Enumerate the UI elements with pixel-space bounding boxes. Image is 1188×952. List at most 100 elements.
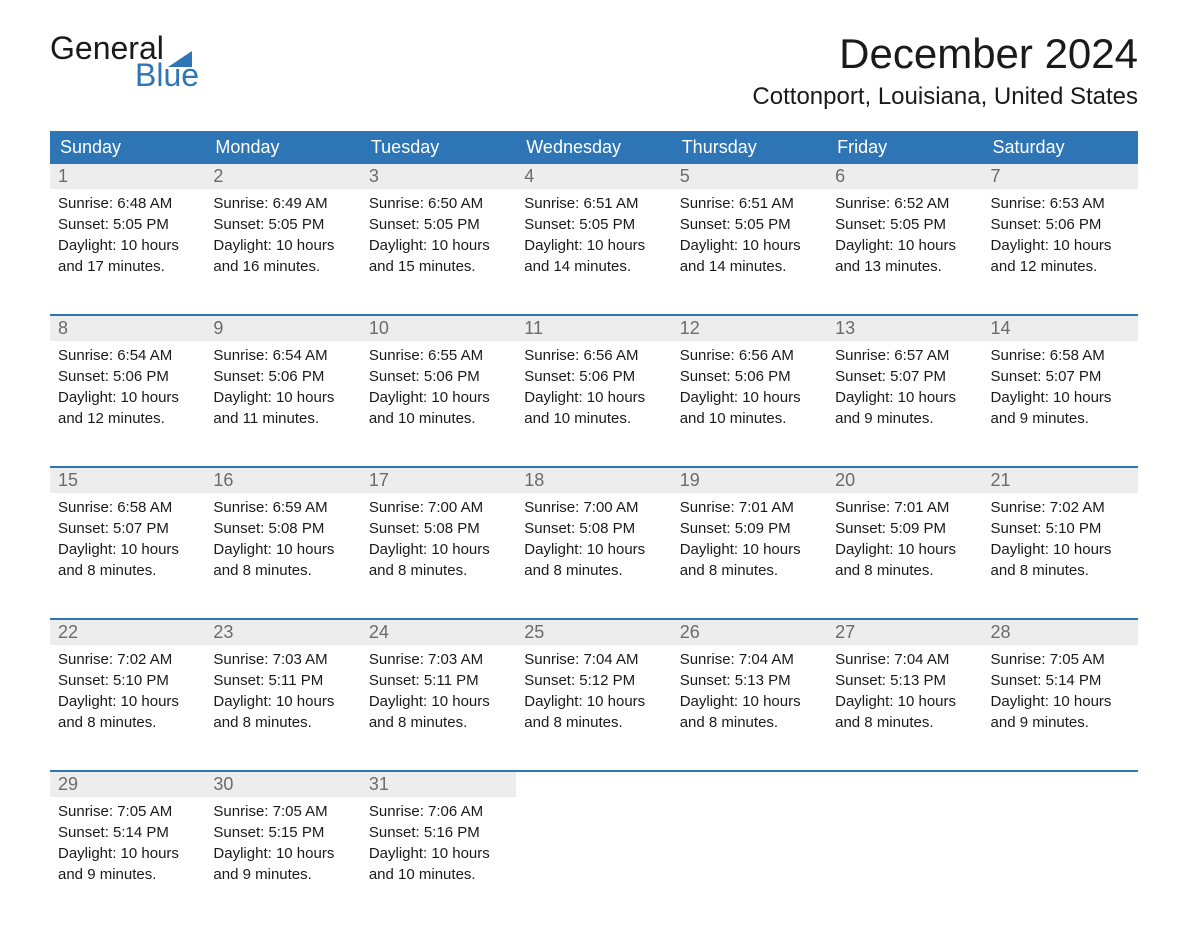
day-cell: 25Sunrise: 7:04 AMSunset: 5:12 PMDayligh… — [516, 620, 671, 740]
sunset-text: Sunset: 5:06 PM — [58, 366, 197, 387]
day-content: Sunrise: 7:00 AMSunset: 5:08 PMDaylight:… — [361, 493, 516, 585]
day-cell: 29Sunrise: 7:05 AMSunset: 5:14 PMDayligh… — [50, 772, 205, 892]
day-cell: 30Sunrise: 7:05 AMSunset: 5:15 PMDayligh… — [205, 772, 360, 892]
daylight-line1: Daylight: 10 hours — [835, 387, 974, 408]
day-cell: 10Sunrise: 6:55 AMSunset: 5:06 PMDayligh… — [361, 316, 516, 436]
daylight-line1: Daylight: 10 hours — [58, 539, 197, 560]
sunrise-text: Sunrise: 7:01 AM — [835, 497, 974, 518]
sunset-text: Sunset: 5:10 PM — [991, 518, 1130, 539]
sunset-text: Sunset: 5:05 PM — [835, 214, 974, 235]
daylight-line1: Daylight: 10 hours — [835, 235, 974, 256]
sunrise-text: Sunrise: 6:52 AM — [835, 193, 974, 214]
sunset-text: Sunset: 5:05 PM — [524, 214, 663, 235]
day-cell: 12Sunrise: 6:56 AMSunset: 5:06 PMDayligh… — [672, 316, 827, 436]
day-cell: 15Sunrise: 6:58 AMSunset: 5:07 PMDayligh… — [50, 468, 205, 588]
daylight-line2: and 17 minutes. — [58, 256, 197, 277]
day-cell: 20Sunrise: 7:01 AMSunset: 5:09 PMDayligh… — [827, 468, 982, 588]
day-cell: 27Sunrise: 7:04 AMSunset: 5:13 PMDayligh… — [827, 620, 982, 740]
day-cell: 8Sunrise: 6:54 AMSunset: 5:06 PMDaylight… — [50, 316, 205, 436]
daylight-line1: Daylight: 10 hours — [369, 539, 508, 560]
sunset-text: Sunset: 5:06 PM — [524, 366, 663, 387]
sunset-text: Sunset: 5:07 PM — [58, 518, 197, 539]
week-row: 15Sunrise: 6:58 AMSunset: 5:07 PMDayligh… — [50, 466, 1138, 588]
sunset-text: Sunset: 5:11 PM — [369, 670, 508, 691]
day-number: 4 — [516, 164, 671, 189]
empty-day-cell — [827, 772, 982, 892]
day-content: Sunrise: 6:55 AMSunset: 5:06 PMDaylight:… — [361, 341, 516, 433]
day-content: Sunrise: 7:04 AMSunset: 5:13 PMDaylight:… — [672, 645, 827, 737]
day-content: Sunrise: 7:04 AMSunset: 5:13 PMDaylight:… — [827, 645, 982, 737]
daylight-line2: and 13 minutes. — [835, 256, 974, 277]
day-content: Sunrise: 6:54 AMSunset: 5:06 PMDaylight:… — [50, 341, 205, 433]
day-number: 26 — [672, 620, 827, 645]
day-cell: 3Sunrise: 6:50 AMSunset: 5:05 PMDaylight… — [361, 164, 516, 284]
sunrise-text: Sunrise: 6:55 AM — [369, 345, 508, 366]
day-cell: 31Sunrise: 7:06 AMSunset: 5:16 PMDayligh… — [361, 772, 516, 892]
daylight-line2: and 8 minutes. — [835, 560, 974, 581]
logo: General Blue — [50, 30, 199, 94]
daylight-line1: Daylight: 10 hours — [991, 235, 1130, 256]
day-number: 18 — [516, 468, 671, 493]
day-content: Sunrise: 7:01 AMSunset: 5:09 PMDaylight:… — [827, 493, 982, 585]
day-content: Sunrise: 7:05 AMSunset: 5:14 PMDaylight:… — [983, 645, 1138, 737]
day-number: 8 — [50, 316, 205, 341]
sunrise-text: Sunrise: 6:57 AM — [835, 345, 974, 366]
sunset-text: Sunset: 5:15 PM — [213, 822, 352, 843]
daylight-line2: and 8 minutes. — [835, 712, 974, 733]
daylight-line1: Daylight: 10 hours — [58, 387, 197, 408]
day-cell: 26Sunrise: 7:04 AMSunset: 5:13 PMDayligh… — [672, 620, 827, 740]
daylight-line2: and 10 minutes. — [680, 408, 819, 429]
sunrise-text: Sunrise: 7:03 AM — [213, 649, 352, 670]
day-cell: 17Sunrise: 7:00 AMSunset: 5:08 PMDayligh… — [361, 468, 516, 588]
sunrise-text: Sunrise: 6:49 AM — [213, 193, 352, 214]
daylight-line2: and 8 minutes. — [58, 560, 197, 581]
sunset-text: Sunset: 5:09 PM — [680, 518, 819, 539]
day-cell: 23Sunrise: 7:03 AMSunset: 5:11 PMDayligh… — [205, 620, 360, 740]
daylight-line1: Daylight: 10 hours — [369, 843, 508, 864]
empty-day-cell — [983, 772, 1138, 892]
day-cell: 5Sunrise: 6:51 AMSunset: 5:05 PMDaylight… — [672, 164, 827, 284]
day-header-row: Sunday Monday Tuesday Wednesday Thursday… — [50, 131, 1138, 164]
sunset-text: Sunset: 5:05 PM — [58, 214, 197, 235]
sunrise-text: Sunrise: 6:54 AM — [213, 345, 352, 366]
daylight-line2: and 9 minutes. — [835, 408, 974, 429]
sunset-text: Sunset: 5:06 PM — [213, 366, 352, 387]
daylight-line1: Daylight: 10 hours — [524, 539, 663, 560]
day-cell: 4Sunrise: 6:51 AMSunset: 5:05 PMDaylight… — [516, 164, 671, 284]
calendar: Sunday Monday Tuesday Wednesday Thursday… — [50, 131, 1138, 892]
day-content: Sunrise: 7:05 AMSunset: 5:14 PMDaylight:… — [50, 797, 205, 889]
daylight-line1: Daylight: 10 hours — [369, 691, 508, 712]
day-cell: 24Sunrise: 7:03 AMSunset: 5:11 PMDayligh… — [361, 620, 516, 740]
daylight-line1: Daylight: 10 hours — [369, 235, 508, 256]
sunset-text: Sunset: 5:07 PM — [835, 366, 974, 387]
daylight-line2: and 12 minutes. — [991, 256, 1130, 277]
sunrise-text: Sunrise: 7:01 AM — [680, 497, 819, 518]
daylight-line1: Daylight: 10 hours — [835, 691, 974, 712]
sunset-text: Sunset: 5:13 PM — [835, 670, 974, 691]
day-number: 19 — [672, 468, 827, 493]
sunrise-text: Sunrise: 6:58 AM — [991, 345, 1130, 366]
sunrise-text: Sunrise: 6:51 AM — [680, 193, 819, 214]
sunset-text: Sunset: 5:06 PM — [369, 366, 508, 387]
day-header-monday: Monday — [205, 131, 360, 164]
daylight-line1: Daylight: 10 hours — [213, 691, 352, 712]
day-content: Sunrise: 7:02 AMSunset: 5:10 PMDaylight:… — [50, 645, 205, 737]
day-cell: 1Sunrise: 6:48 AMSunset: 5:05 PMDaylight… — [50, 164, 205, 284]
sunset-text: Sunset: 5:08 PM — [213, 518, 352, 539]
sunrise-text: Sunrise: 6:56 AM — [680, 345, 819, 366]
sunset-text: Sunset: 5:14 PM — [58, 822, 197, 843]
daylight-line2: and 8 minutes. — [991, 560, 1130, 581]
location-subtitle: Cottonport, Louisiana, United States — [752, 83, 1138, 111]
daylight-line1: Daylight: 10 hours — [213, 235, 352, 256]
day-header-friday: Friday — [827, 131, 982, 164]
day-content: Sunrise: 6:54 AMSunset: 5:06 PMDaylight:… — [205, 341, 360, 433]
daylight-line2: and 8 minutes. — [524, 712, 663, 733]
day-number: 23 — [205, 620, 360, 645]
day-number: 10 — [361, 316, 516, 341]
day-header-tuesday: Tuesday — [361, 131, 516, 164]
day-number: 13 — [827, 316, 982, 341]
daylight-line2: and 8 minutes. — [369, 712, 508, 733]
day-header-wednesday: Wednesday — [516, 131, 671, 164]
week-row: 22Sunrise: 7:02 AMSunset: 5:10 PMDayligh… — [50, 618, 1138, 740]
header: General Blue December 2024 Cottonport, L… — [50, 30, 1138, 111]
